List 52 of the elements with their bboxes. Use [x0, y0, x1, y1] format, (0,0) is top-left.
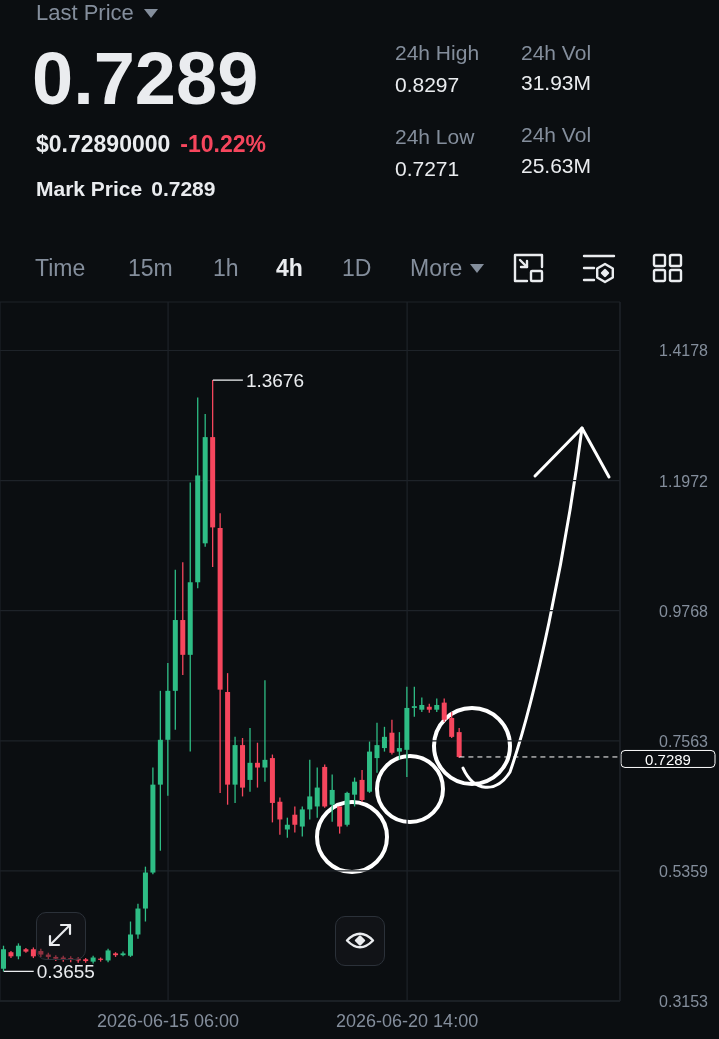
candlestick: [127, 920, 133, 958]
candlestick: [262, 679, 268, 783]
text: 4h: [276, 254, 303, 282]
candlestick: [352, 776, 358, 808]
text: 0.7289: [151, 175, 216, 201]
text: 1D: [342, 254, 372, 282]
candlestick: [329, 773, 335, 823]
candlestick: [307, 759, 313, 821]
y-tick-label: 0.3153: [659, 992, 709, 1010]
candlestick: [314, 766, 320, 819]
candlestick: [389, 719, 395, 756]
text: More: [410, 254, 463, 282]
text: 24h High: [395, 39, 480, 65]
text: 1h: [213, 254, 239, 282]
annotation: 0.3655: [36, 960, 95, 982]
text: 25.63M: [521, 152, 592, 178]
candlestick: [359, 769, 365, 803]
candlestick: [299, 805, 305, 838]
text: Mark Price: [36, 175, 143, 201]
text: $0.72890000: [36, 130, 171, 158]
candlestick: [1, 945, 6, 973]
text: 0.8297: [395, 71, 460, 97]
candlestick: [396, 731, 402, 761]
text: 24h Vol: [521, 39, 592, 65]
text: Last Price: [36, 0, 134, 26]
text: 24h Low: [395, 123, 475, 149]
y-tick-label: 0.7563: [659, 732, 709, 750]
ref-line-label: 0.7289: [645, 750, 691, 768]
y-tick-label: 1.1972: [659, 472, 709, 490]
candlestick: [441, 697, 447, 723]
y-tick-label: 1.4178: [659, 342, 709, 359]
text: -10.22%: [180, 130, 266, 158]
candlestick: [449, 711, 455, 739]
text: 15m: [128, 254, 173, 282]
candlestick: [277, 796, 283, 836]
annotation: 1.3676: [245, 369, 305, 391]
text: Time: [35, 254, 86, 282]
text: 31.93M: [521, 69, 592, 95]
candlestick: [337, 805, 343, 835]
candlestick: [374, 722, 380, 774]
y-tick-label: 0.9768: [659, 602, 709, 620]
text: 0.7289: [32, 35, 259, 122]
y-tick-label: 0.5359: [659, 862, 709, 880]
x-tick-label: 2026-06-15 06:00: [97, 1011, 240, 1031]
x-tick-label: 2026-06-20 14:00: [336, 1011, 479, 1031]
candlestick: [254, 742, 260, 789]
text: 0.7271: [395, 155, 460, 181]
text: 24h Vol: [521, 121, 592, 147]
candlestick: [247, 727, 253, 793]
candlestick: [381, 726, 387, 753]
candlestick: [411, 686, 417, 718]
candlestick: [292, 805, 298, 834]
